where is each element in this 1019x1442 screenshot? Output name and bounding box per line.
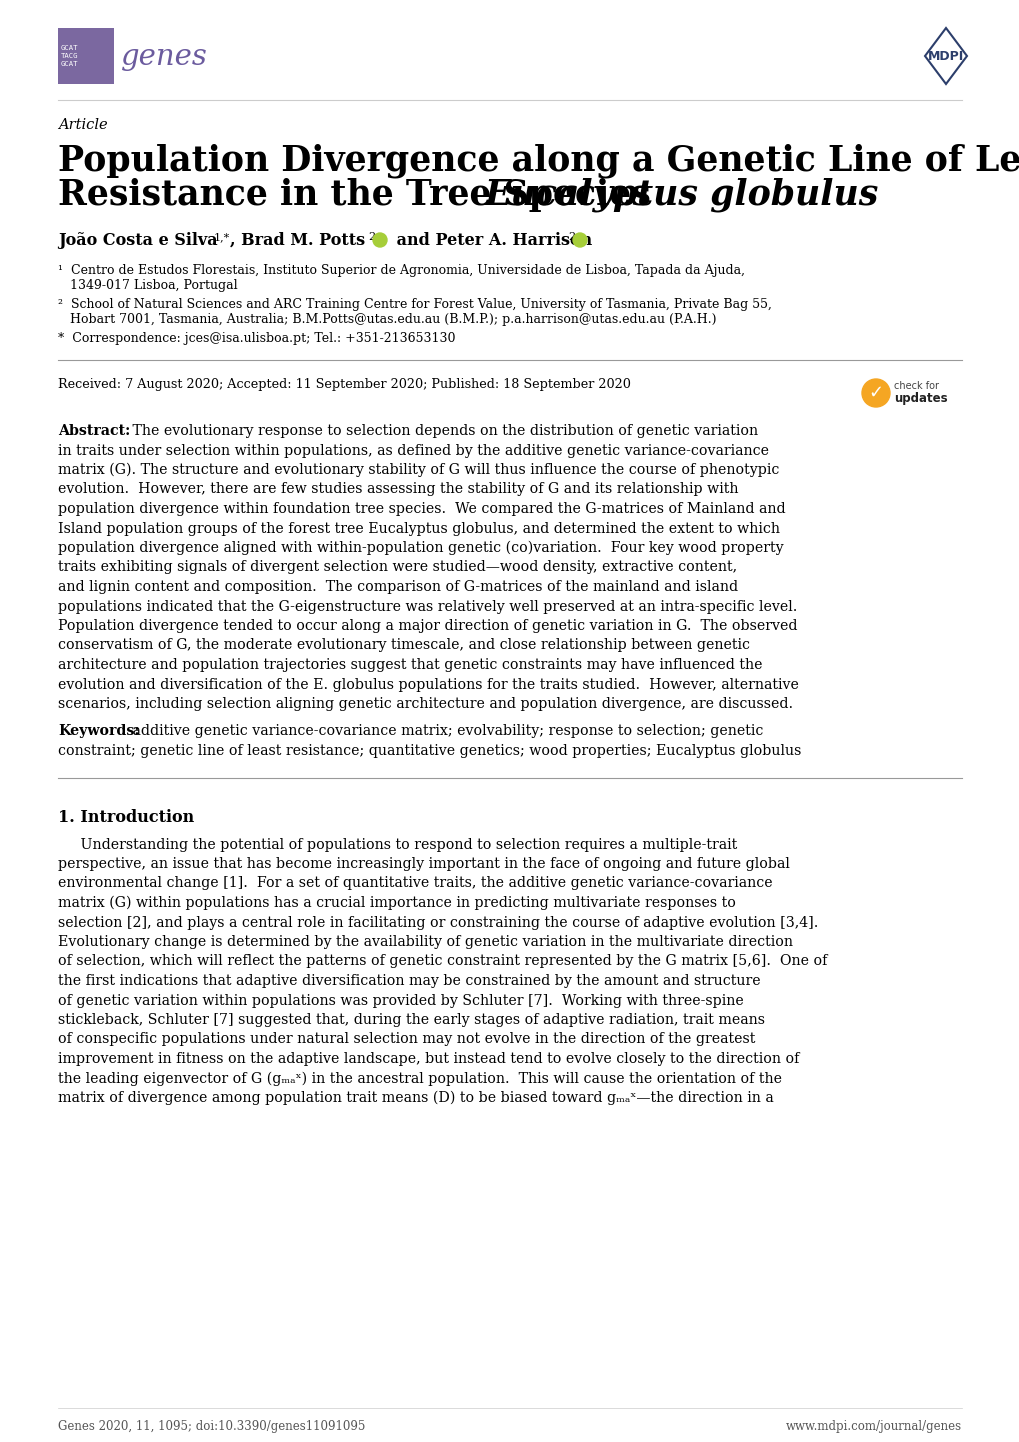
FancyBboxPatch shape (58, 27, 114, 84)
Text: architecture and population trajectories suggest that genetic constraints may ha: architecture and population trajectories… (58, 658, 762, 672)
Text: evolution and diversification of the E. globulus populations for the traits stud: evolution and diversification of the E. … (58, 678, 798, 692)
Text: population divergence aligned with within-population genetic (co)variation.  Fou: population divergence aligned with withi… (58, 541, 783, 555)
Text: of conspecific populations under natural selection may not evolve in the directi: of conspecific populations under natural… (58, 1032, 755, 1047)
Text: www.mdpi.com/journal/genes: www.mdpi.com/journal/genes (785, 1420, 961, 1433)
Text: 1. Introduction: 1. Introduction (58, 809, 194, 826)
Text: and Peter A. Harrison: and Peter A. Harrison (390, 232, 592, 249)
Text: The evolutionary response to selection depends on the distribution of genetic va: The evolutionary response to selection d… (127, 424, 757, 438)
Text: MDPI: MDPI (927, 50, 963, 63)
Circle shape (373, 234, 386, 247)
Text: check for: check for (893, 381, 938, 391)
Text: matrix of divergence among population trait means (D) to be biased toward gₘₐˣ—t: matrix of divergence among population tr… (58, 1092, 773, 1106)
Text: *  Correspondence: jces@isa.ulisboa.pt; Tel.: +351-213653130: * Correspondence: jces@isa.ulisboa.pt; T… (58, 332, 455, 345)
Text: Received: 7 August 2020; Accepted: 11 September 2020; Published: 18 September 20: Received: 7 August 2020; Accepted: 11 Se… (58, 378, 631, 391)
Text: improvement in fitness on the adaptive landscape, but instead tend to evolve clo: improvement in fitness on the adaptive l… (58, 1053, 799, 1066)
Text: João Costa e Silva: João Costa e Silva (58, 232, 217, 249)
Text: , Brad M. Potts: , Brad M. Potts (229, 232, 365, 249)
Text: Keywords:: Keywords: (58, 724, 140, 738)
Text: matrix (G). The structure and evolutionary stability of G will thus influence th: matrix (G). The structure and evolutiona… (58, 463, 779, 477)
Text: iD: iD (376, 238, 383, 242)
Text: Resistance in the Tree Species: Resistance in the Tree Species (58, 177, 662, 212)
Text: Island population groups of the forest tree Eucalyptus globulus, and determined : Island population groups of the forest t… (58, 522, 780, 535)
Text: the first indications that adaptive diversification may be constrained by the am: the first indications that adaptive dive… (58, 973, 760, 988)
Text: iD: iD (576, 238, 583, 242)
Text: populations indicated that the G-eigenstructure was relatively well preserved at: populations indicated that the G-eigenst… (58, 600, 797, 613)
Text: and lignin content and composition.  The comparison of G-matrices of the mainlan: and lignin content and composition. The … (58, 580, 738, 594)
Text: selection [2], and plays a central role in facilitating or constraining the cour: selection [2], and plays a central role … (58, 916, 817, 930)
Circle shape (861, 379, 890, 407)
Text: Abstract:: Abstract: (58, 424, 130, 438)
Text: population divergence within foundation tree species.  We compared the G-matrice: population divergence within foundation … (58, 502, 785, 516)
Text: Hobart 7001, Tasmania, Australia; B.M.Potts@utas.edu.au (B.M.P.); p.a.harrison@u: Hobart 7001, Tasmania, Australia; B.M.Po… (58, 313, 715, 326)
Circle shape (573, 234, 586, 247)
Text: traits exhibiting signals of divergent selection were studied—wood density, extr: traits exhibiting signals of divergent s… (58, 561, 737, 574)
Text: environmental change [1].  For a set of quantitative traits, the additive geneti: environmental change [1]. For a set of q… (58, 877, 771, 891)
Text: perspective, an issue that has become increasingly important in the face of ongo: perspective, an issue that has become in… (58, 857, 789, 871)
Text: updates: updates (893, 392, 947, 405)
Text: ²  School of Natural Sciences and ARC Training Centre for Forest Value, Universi: ² School of Natural Sciences and ARC Tra… (58, 298, 771, 311)
Text: Understanding the potential of populations to respond to selection requires a mu: Understanding the potential of populatio… (58, 838, 737, 851)
Text: evolution.  However, there are few studies assessing the stability of G and its : evolution. However, there are few studie… (58, 483, 738, 496)
Text: scenarios, including selection aligning genetic architecture and population dive: scenarios, including selection aligning … (58, 696, 793, 711)
Text: Evolutionary change is determined by the availability of genetic variation in th: Evolutionary change is determined by the… (58, 934, 792, 949)
Text: Eucalyptus globulus: Eucalyptus globulus (484, 177, 878, 212)
Text: matrix (G) within populations has a crucial importance in predicting multivariat: matrix (G) within populations has a cruc… (58, 895, 735, 910)
Text: in traits under selection within populations, as defined by the additive genetic: in traits under selection within populat… (58, 444, 768, 457)
Text: GCAT
TACG
GCAT: GCAT TACG GCAT (61, 45, 78, 66)
Text: conservatism of G, the moderate evolutionary timescale, and close relationship b: conservatism of G, the moderate evolutio… (58, 639, 749, 652)
Text: constraint; genetic line of least resistance; quantitative genetics; wood proper: constraint; genetic line of least resist… (58, 744, 801, 758)
Text: genes: genes (121, 43, 208, 71)
Text: 2: 2 (568, 232, 575, 242)
Text: of selection, which will reflect the patterns of genetic constraint represented : of selection, which will reflect the pat… (58, 955, 826, 969)
Text: Population Divergence along a Genetic Line of Least: Population Divergence along a Genetic Li… (58, 143, 1019, 177)
Text: Population divergence tended to occur along a major direction of genetic variati: Population divergence tended to occur al… (58, 619, 797, 633)
Text: Article: Article (58, 118, 108, 133)
Text: additive genetic variance-covariance matrix; evolvability; response to selection: additive genetic variance-covariance mat… (127, 724, 762, 738)
Text: 1349-017 Lisboa, Portugal: 1349-017 Lisboa, Portugal (58, 278, 237, 291)
Text: of genetic variation within populations was provided by Schluter [7].  Working w: of genetic variation within populations … (58, 994, 743, 1008)
Text: ✓: ✓ (867, 384, 882, 402)
Text: stickleback, Schluter [7] suggested that, during the early stages of adaptive ra: stickleback, Schluter [7] suggested that… (58, 1012, 764, 1027)
Text: Genes 2020, 11, 1095; doi:10.3390/genes11091095: Genes 2020, 11, 1095; doi:10.3390/genes1… (58, 1420, 365, 1433)
Text: 1,*: 1,* (214, 232, 230, 242)
Text: 2: 2 (368, 232, 375, 242)
Text: the leading eigenvector of G (gₘₐˣ) in the ancestral population.  This will caus: the leading eigenvector of G (gₘₐˣ) in t… (58, 1071, 782, 1086)
Text: ¹  Centro de Estudos Florestais, Instituto Superior de Agronomia, Universidade d: ¹ Centro de Estudos Florestais, Institut… (58, 264, 744, 277)
